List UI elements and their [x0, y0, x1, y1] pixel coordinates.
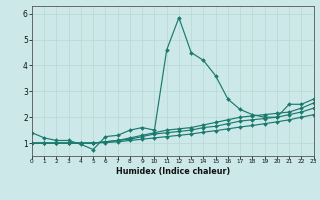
X-axis label: Humidex (Indice chaleur): Humidex (Indice chaleur) — [116, 167, 230, 176]
